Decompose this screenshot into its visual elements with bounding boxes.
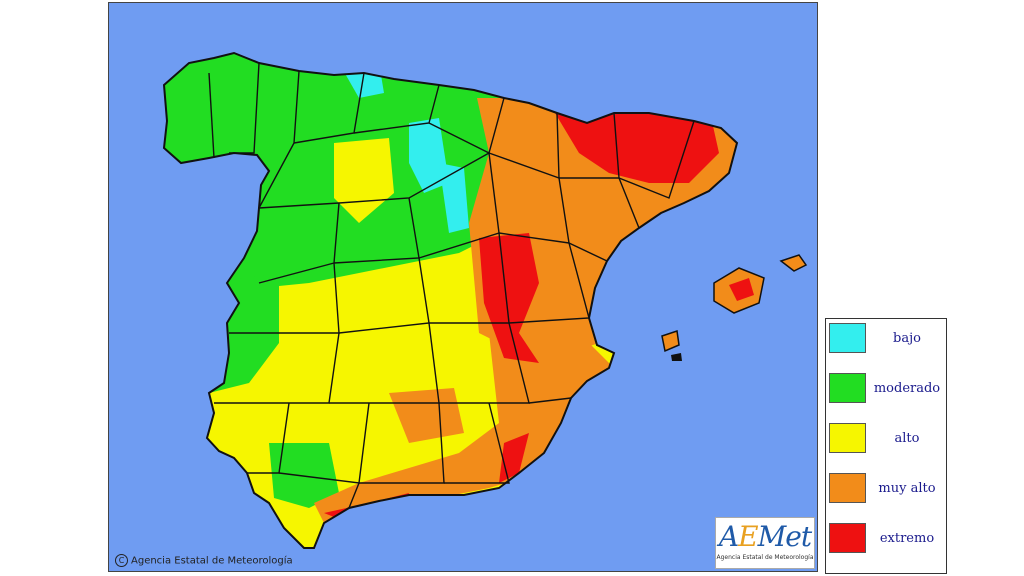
copyright-notice: C Agencia Estatal de Meteorología bbox=[115, 554, 293, 567]
legend-label-muy-alto: muy alto bbox=[878, 481, 936, 496]
legend-swatch-moderado bbox=[829, 373, 866, 403]
aemet-logo: AEMet Agencia Estatal de Meteorología bbox=[715, 517, 815, 569]
island-formentera bbox=[671, 353, 682, 361]
risk-map bbox=[162, 51, 808, 549]
province-borders bbox=[208, 62, 695, 509]
legend-swatch-muy-alto bbox=[829, 473, 866, 503]
legend-swatch-bajo bbox=[829, 323, 866, 353]
legend-label-alto: alto bbox=[894, 431, 920, 446]
legend: bajo moderado alto muy alto extremo bbox=[825, 318, 947, 574]
zone-muyalto-south bbox=[389, 388, 464, 443]
zone-bajo-3 bbox=[439, 163, 469, 233]
copyright-icon: C bbox=[115, 554, 128, 567]
legend-label-bajo: bajo bbox=[893, 331, 921, 346]
zone-extremo-east bbox=[479, 233, 539, 363]
legend-item-moderado: moderado bbox=[829, 373, 943, 407]
aemet-logo-mark: AEMet bbox=[718, 520, 812, 553]
zone-muyalto-southeast bbox=[314, 333, 614, 523]
legend-swatch-alto bbox=[829, 423, 866, 453]
legend-label-extremo: extremo bbox=[879, 531, 935, 546]
map-panel: C Agencia Estatal de Meteorología AEMet A… bbox=[108, 2, 818, 572]
island-mallorca-red bbox=[729, 278, 754, 301]
legend-item-alto: alto bbox=[829, 423, 943, 457]
copyright-text: Agencia Estatal de Meteorología bbox=[131, 555, 293, 567]
legend-item-muy-alto: muy alto bbox=[829, 473, 943, 507]
legend-item-extremo: extremo bbox=[829, 523, 943, 557]
legend-swatch-extremo bbox=[829, 523, 866, 553]
spain-outline bbox=[162, 51, 739, 549]
legend-item-bajo: bajo bbox=[829, 323, 943, 357]
aemet-logo-subtitle: Agencia Estatal de Meteorología bbox=[716, 554, 814, 561]
island-menorca bbox=[779, 254, 808, 272]
legend-label-moderado: moderado bbox=[873, 381, 941, 396]
zone-bajo-2 bbox=[409, 118, 449, 193]
island-ibiza bbox=[661, 330, 680, 353]
